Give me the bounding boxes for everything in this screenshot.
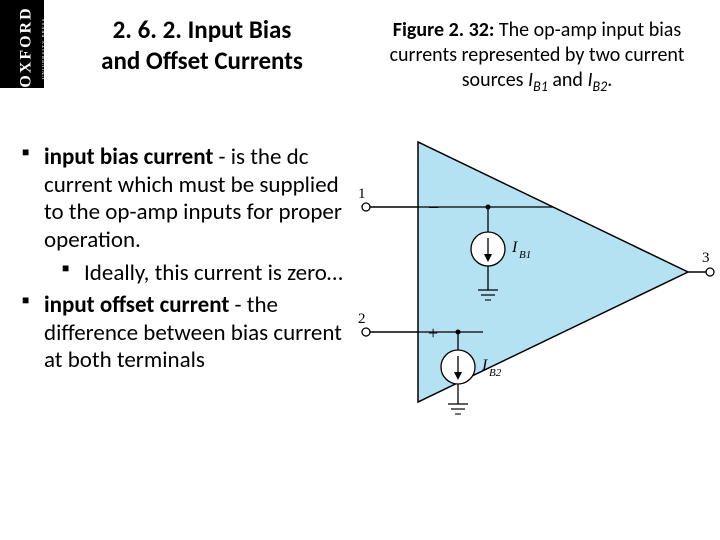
caption-ib1-sub: B1 [533, 78, 548, 95]
section-heading: 2. 6. 2. Input Bias and Offset Currents [62, 14, 342, 77]
ib2-label-sub: B2 [489, 367, 502, 379]
minus-sign: − [428, 197, 439, 219]
pin3-label: 3 [702, 250, 710, 266]
bullet2-term: input offset current [44, 291, 229, 319]
heading-line2: and Offset Currents [101, 45, 303, 76]
caption-and: and [548, 68, 588, 92]
opamp-diagram: 1 − 2 + 3 I B1 I B2 [358, 132, 718, 422]
bullet-item-1: input bias current - is the dc current w… [22, 144, 352, 254]
bullet-list: input bias current - is the dc current w… [22, 144, 352, 381]
caption-ib2-sub: B2 [592, 78, 607, 95]
figure-caption: Figure 2. 32: The op-amp input bias curr… [372, 18, 702, 96]
logo-sub-text: UNIVERSITY PRESS [42, 18, 47, 80]
ib1-label-sub: B1 [519, 249, 531, 261]
pin1-terminal [362, 203, 370, 211]
bullet1-term: input bias current [44, 143, 213, 171]
pin2-terminal [362, 328, 370, 336]
pin2-label: 2 [358, 311, 366, 327]
ib2-label-i: I [481, 357, 488, 374]
logo-main-text: OXFORD [18, 6, 36, 87]
caption-period: . [607, 68, 612, 92]
ib1-label-i: I [511, 239, 518, 256]
bullet-item-1a: Ideally, this current is zero… [62, 260, 352, 288]
pin3-terminal [706, 268, 714, 276]
plus-sign: + [428, 323, 438, 343]
heading-line1: 2. 6. 2. Input Bias [113, 14, 292, 45]
publisher-logo: OXFORD UNIVERSITY PRESS [0, 0, 44, 88]
caption-fig-label: Figure 2. 32: [393, 18, 495, 42]
bullet1a-text: Ideally, this current is zero… [84, 259, 343, 287]
pin1-label: 1 [358, 186, 366, 202]
bullet-item-2: input offset current - the difference be… [22, 292, 352, 375]
